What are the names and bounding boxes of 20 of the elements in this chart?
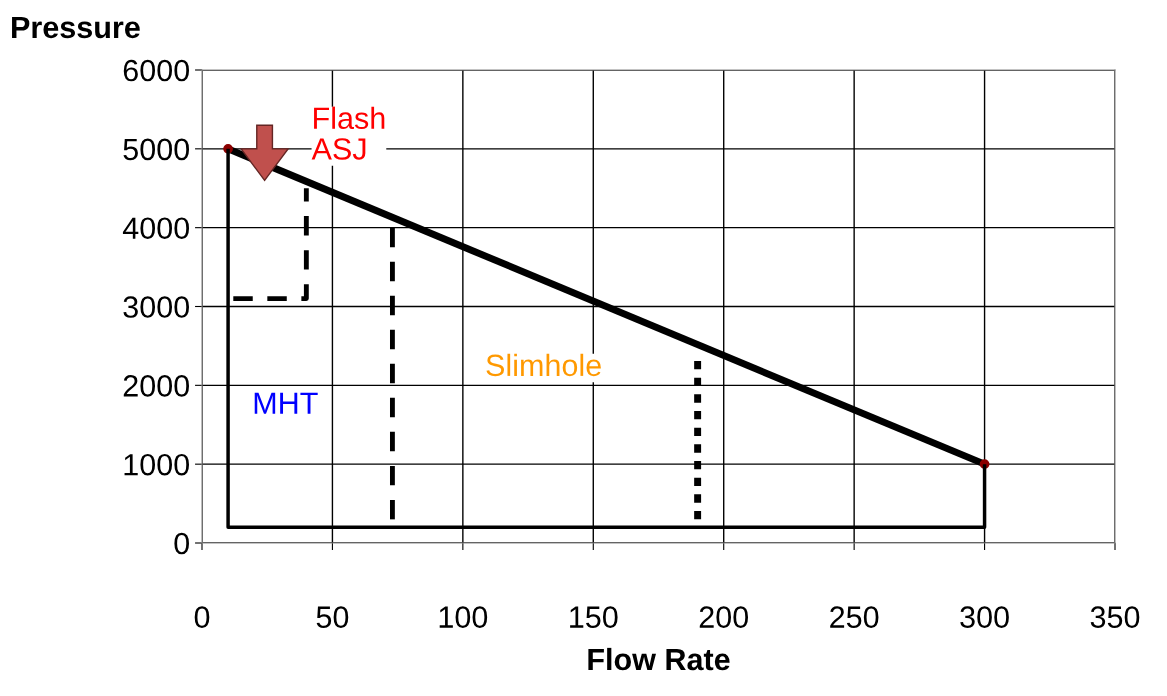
y-tick-label: 6000: [123, 59, 190, 82]
annotation: Flash ASJ: [311, 106, 385, 160]
annotation: Slimhole: [486, 353, 601, 377]
y-axis-title: Pressure: [12, 16, 140, 39]
x-tick-label: 200: [699, 606, 749, 628]
x-tick-label: 350: [1090, 606, 1140, 628]
y-tick-label: 4000: [122, 217, 190, 240]
annotation: MHT: [254, 392, 318, 414]
y-tick-label: 5000: [123, 138, 190, 161]
x-tick-label: 150: [570, 606, 618, 628]
x-tick-label: 250: [830, 606, 879, 628]
x-tick-label: 300: [960, 606, 1009, 628]
x-tick-label: 0: [194, 606, 210, 628]
x-axis-title: Flow Rate: [588, 647, 730, 671]
y-tick-label: 0: [174, 532, 189, 555]
y-tick-label: 3000: [123, 296, 190, 318]
y-tick-label: 2000: [123, 375, 190, 397]
y-tick-label: 1000: [124, 453, 190, 476]
x-tick-label: 100: [439, 606, 488, 628]
x-tick-label: 50: [316, 606, 349, 628]
